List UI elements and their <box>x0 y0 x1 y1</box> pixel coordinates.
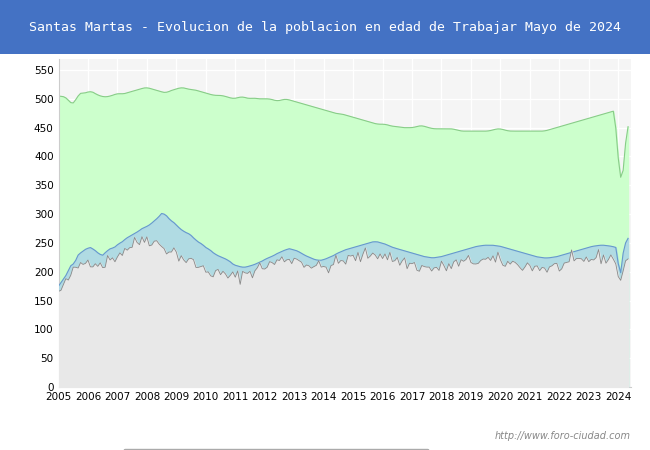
Legend: Ocupados, Parados, Hab. entre 16-64: Ocupados, Parados, Hab. entre 16-64 <box>123 449 429 450</box>
Text: Santas Martas - Evolucion de la poblacion en edad de Trabajar Mayo de 2024: Santas Martas - Evolucion de la poblacio… <box>29 21 621 33</box>
Text: http://www.foro-ciudad.com: http://www.foro-ciudad.com <box>495 431 630 441</box>
